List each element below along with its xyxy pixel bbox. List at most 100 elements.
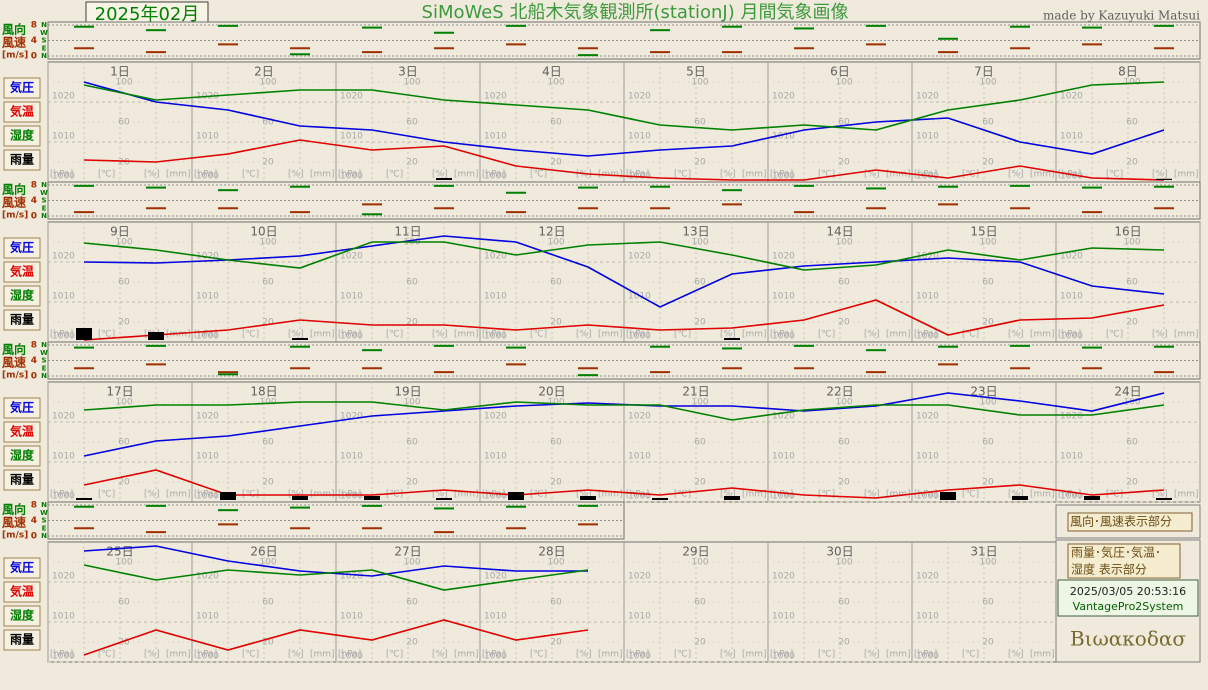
rain-bar — [1156, 498, 1172, 500]
y2-tick-label: 60 — [550, 438, 562, 448]
wind-speed-mark — [434, 47, 454, 50]
y2-tick-label: 20 — [406, 478, 418, 488]
unit-label: [℃] — [98, 490, 115, 500]
unit-label: [hPa] — [626, 330, 649, 340]
y2-tick-label: 20 — [982, 158, 994, 168]
rain-bar — [652, 498, 668, 500]
y2-tick-label: 60 — [1126, 438, 1138, 448]
rain-bar — [436, 178, 452, 180]
y-tick-label: 1000 — [484, 172, 507, 182]
dir-tick-label: W — [40, 509, 48, 517]
wind-speed-mark — [938, 51, 958, 54]
wind-dir-mark — [146, 344, 166, 347]
wind-dir-mark — [362, 504, 382, 507]
unit-label: [℃] — [1106, 170, 1123, 180]
y-tick-label: 1000 — [1060, 492, 1083, 502]
unit-label: [%] — [1008, 330, 1024, 340]
y-tick-label: 1020 — [916, 572, 939, 582]
y2-tick-label: 20 — [1126, 478, 1138, 488]
wind-dir-mark — [866, 187, 886, 190]
y2-tick-label: 100 — [691, 238, 708, 248]
label-box — [3, 557, 41, 579]
y-tick-label: 1000 — [772, 492, 795, 502]
y-tick-label: 1020 — [772, 252, 795, 262]
wind-dir-mark — [218, 189, 238, 192]
logo: Bιωακοδασ — [1070, 627, 1186, 651]
y2-tick-label: 60 — [982, 278, 994, 288]
y-tick-label: 1010 — [916, 612, 939, 622]
y-tick-label: 1000 — [772, 652, 795, 662]
label-box — [3, 285, 41, 307]
y2-tick-label: 60 — [1126, 118, 1138, 128]
wind-speed-mark — [1082, 43, 1102, 46]
wind-speed-mark — [74, 211, 94, 214]
y2-tick-label: 60 — [406, 438, 418, 448]
unit-label: [hPa] — [482, 170, 505, 180]
wind-dir-mark — [650, 185, 670, 188]
y2-tick-label: 20 — [406, 158, 418, 168]
y-tick-label: 1020 — [916, 252, 939, 262]
wind-speed-label: 風速 — [2, 35, 26, 50]
wind-tick-label: 4 — [31, 196, 37, 206]
y-tick-label: 1020 — [628, 412, 651, 422]
unit-label: [%] — [288, 330, 304, 340]
unit-label: [%] — [720, 330, 736, 340]
y-tick-label: 1000 — [1060, 332, 1083, 342]
wind-speed-mark — [794, 47, 814, 50]
y2-tick-label: 20 — [262, 158, 274, 168]
wind-speed-mark — [866, 371, 886, 374]
label-box — [3, 421, 41, 443]
wind-speed-mark — [506, 363, 526, 366]
wind-dir-mark — [722, 189, 742, 192]
y2-tick-label: 20 — [838, 318, 850, 328]
legend-label: 気温 — [10, 264, 34, 279]
wind-tick-label: 8 — [31, 21, 37, 31]
rain-bar — [292, 496, 308, 500]
wind-speed-mark — [1010, 207, 1030, 210]
y2-tick-label: 100 — [979, 398, 996, 408]
wind-dir-mark — [74, 346, 94, 349]
legend-label: 気圧 — [10, 560, 34, 575]
wind-speed-mark — [578, 367, 598, 370]
series-line — [83, 469, 1165, 499]
unit-label: [%] — [720, 490, 736, 500]
legend-label: 雨量 — [10, 153, 34, 167]
x-tick-label: 2日 — [254, 65, 274, 79]
y-tick-label: 1000 — [52, 492, 75, 502]
wind-speed-mark — [578, 47, 598, 50]
rain-bar — [76, 498, 92, 500]
y-tick-label: 1020 — [1060, 92, 1083, 102]
y-tick-label: 1000 — [484, 332, 507, 342]
y2-tick-label: 20 — [982, 638, 994, 648]
y-tick-label: 1010 — [916, 132, 939, 142]
wind-speed-mark — [1082, 211, 1102, 214]
wind-tick-label: 0 — [31, 372, 37, 382]
unit-label: [℃] — [242, 170, 259, 180]
series-line — [83, 545, 588, 577]
unit-label: [℃] — [818, 170, 835, 180]
y-tick-label: 1010 — [1060, 132, 1083, 142]
y-tick-label: 1000 — [484, 652, 507, 662]
x-tick-label: 15日 — [970, 225, 997, 239]
unit-label: [hPa] — [770, 330, 793, 340]
y2-tick-label: 60 — [406, 598, 418, 608]
wind-dir-mark — [938, 345, 958, 348]
y2-tick-label: 100 — [259, 238, 276, 248]
dir-tick-label: N — [41, 341, 47, 349]
unit-label: [%] — [720, 170, 736, 180]
y2-tick-label: 20 — [1126, 318, 1138, 328]
wind-dir-mark — [722, 347, 742, 350]
label-box — [3, 101, 41, 123]
wind-speed-mark — [218, 371, 238, 374]
dir-tick-label: N — [41, 212, 47, 220]
y2-tick-label: 60 — [262, 278, 274, 288]
unit-label: [mm] — [742, 490, 767, 500]
unit-label: [hPa] — [914, 490, 937, 500]
wind-dir-mark — [362, 213, 382, 216]
wind-dir-mark — [362, 26, 382, 29]
wind-dir-mark — [1010, 25, 1030, 28]
y2-tick-label: 100 — [979, 558, 996, 568]
x-tick-label: 9日 — [110, 225, 130, 239]
